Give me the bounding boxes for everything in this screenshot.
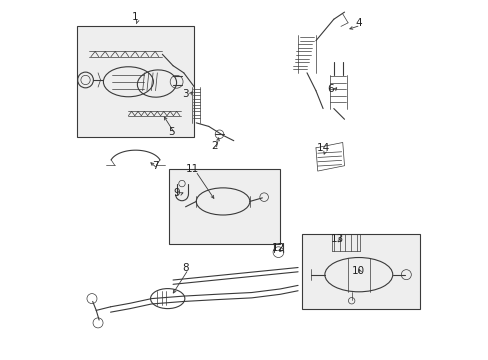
Text: 7: 7 (152, 161, 158, 171)
Text: 5: 5 (167, 127, 174, 137)
Bar (169, 169, 280, 244)
Text: 6: 6 (326, 84, 333, 94)
Bar (77, 26, 194, 137)
Text: 9: 9 (173, 188, 180, 198)
Text: 10: 10 (351, 266, 365, 276)
Text: 11: 11 (186, 164, 199, 174)
Text: 13: 13 (330, 234, 343, 244)
Text: 8: 8 (182, 262, 188, 273)
Text: 4: 4 (355, 18, 362, 28)
Text: 12: 12 (271, 243, 285, 253)
Text: 14: 14 (316, 143, 329, 153)
Text: 2: 2 (210, 141, 217, 151)
Text: 1: 1 (132, 13, 139, 22)
Text: 3: 3 (182, 89, 188, 99)
Bar (301, 234, 419, 309)
